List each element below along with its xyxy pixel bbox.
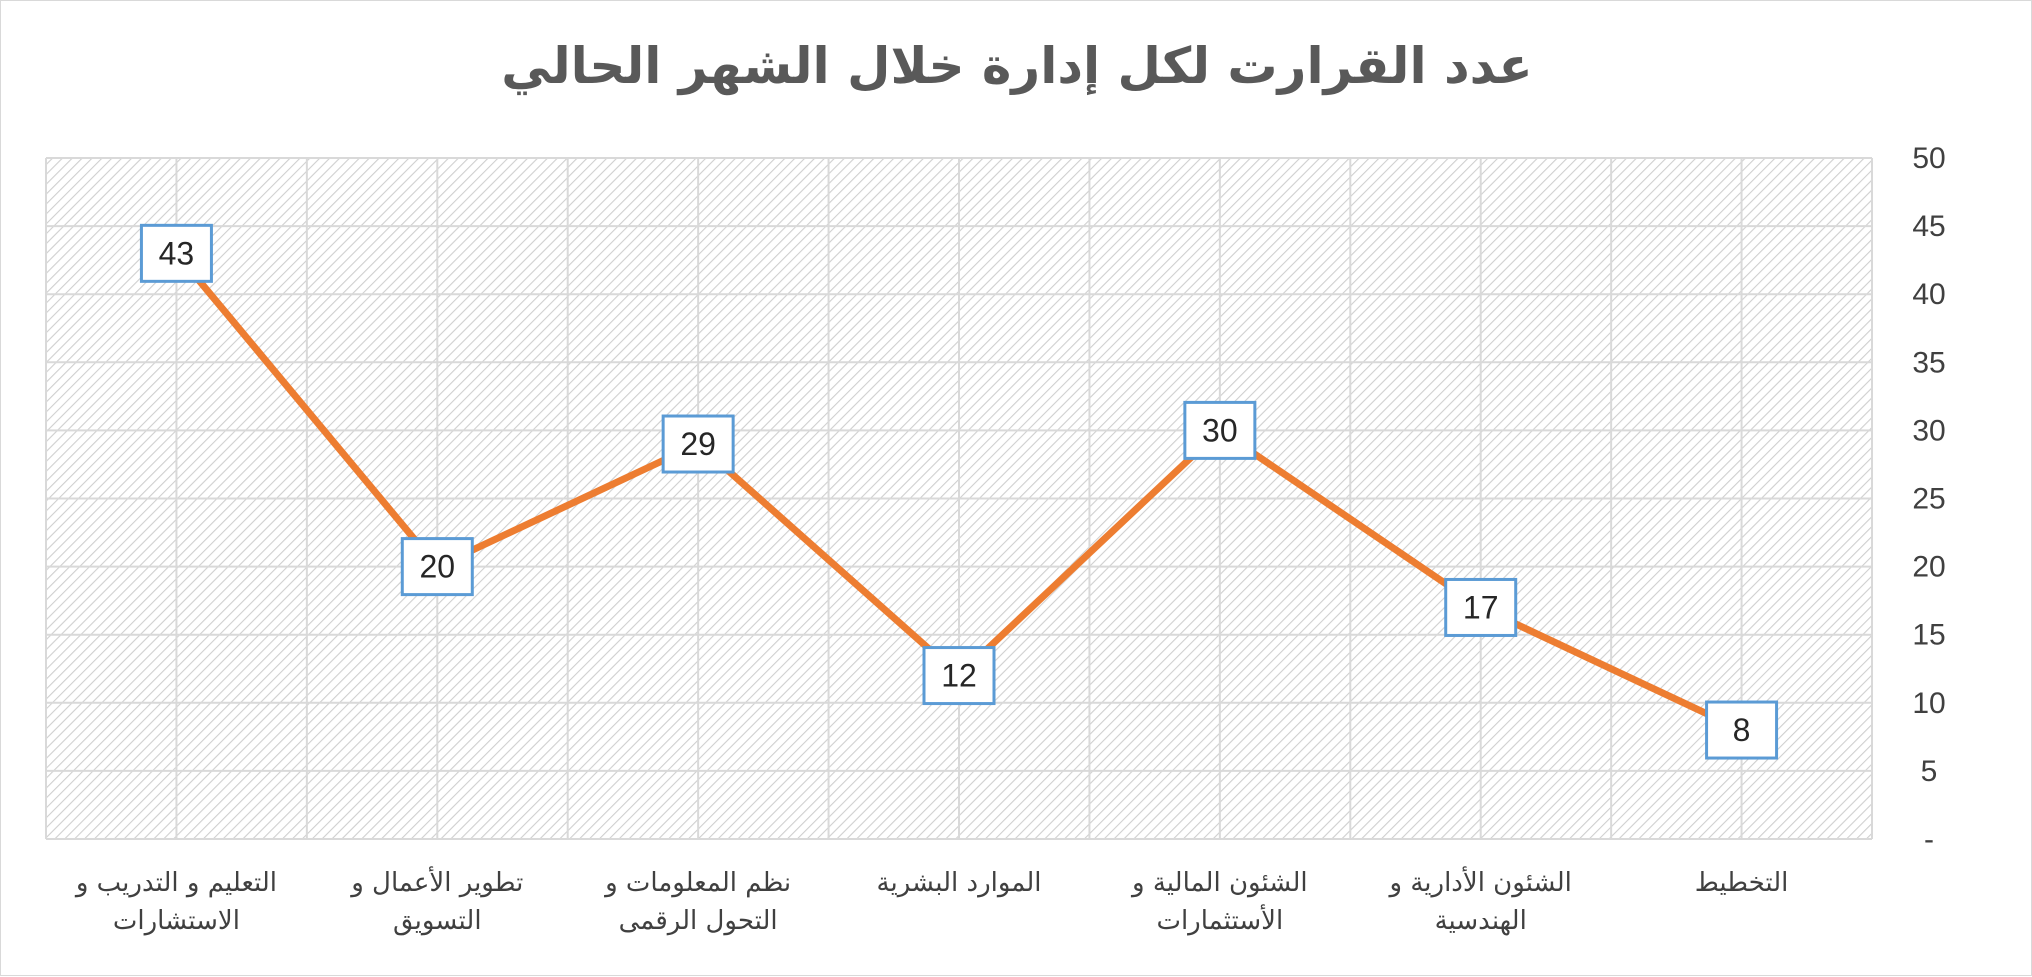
data-label-box — [400, 537, 474, 597]
x-tick-label: تطوير الأعمال و التسويق — [349, 865, 523, 936]
y-tick-label: 15 — [1912, 619, 1945, 652]
data-label: 8 — [1733, 712, 1751, 748]
data-label: 30 — [1202, 412, 1238, 448]
y-tick-label: 5 — [1921, 755, 1938, 788]
y-tick-label: 20 — [1912, 551, 1945, 584]
y-tick-label: 40 — [1912, 278, 1945, 311]
y-tick-label: 35 — [1912, 346, 1945, 379]
y-tick-label: 25 — [1912, 483, 1945, 516]
x-tick-label: التعليم و التدريب و الاستشارات — [74, 868, 277, 936]
y-tick-label: 10 — [1912, 687, 1945, 720]
data-label-box — [661, 414, 735, 474]
data-label-box — [1444, 577, 1518, 637]
data-label: 12 — [941, 658, 977, 694]
y-tick-label: - — [1924, 823, 1934, 856]
x-tick-label: نظم المعلومات و التحول الرقمى — [603, 868, 791, 936]
y-tick-label: 50 — [1912, 142, 1945, 175]
chart-title: عدد القرارت لكل إدارة خلال الشهر الحالي — [501, 37, 1532, 96]
data-label: 17 — [1463, 589, 1499, 625]
data-label: 20 — [419, 549, 455, 585]
data-label-box — [1705, 700, 1779, 760]
plot-area: - 5 10 15 20 25 30 35 40 45 50 التخطيط الشئون الأدار… — [45, 142, 1946, 936]
y-tick-label: 30 — [1912, 414, 1945, 447]
data-label: 29 — [680, 426, 716, 462]
data-label: 43 — [159, 235, 195, 271]
data-label-box — [139, 223, 213, 283]
data-label-box — [922, 646, 996, 706]
x-tick-label: الشئون المالية و الأستثمارات — [1130, 868, 1308, 936]
x-tick-label: الشئون الأدارية و الهندسية — [1388, 865, 1572, 936]
data-label-box — [1183, 400, 1257, 460]
x-tick-label: التخطيط — [1695, 868, 1789, 898]
x-tick-label: الموارد البشرية — [877, 868, 1042, 898]
y-tick-label: 45 — [1912, 210, 1945, 243]
